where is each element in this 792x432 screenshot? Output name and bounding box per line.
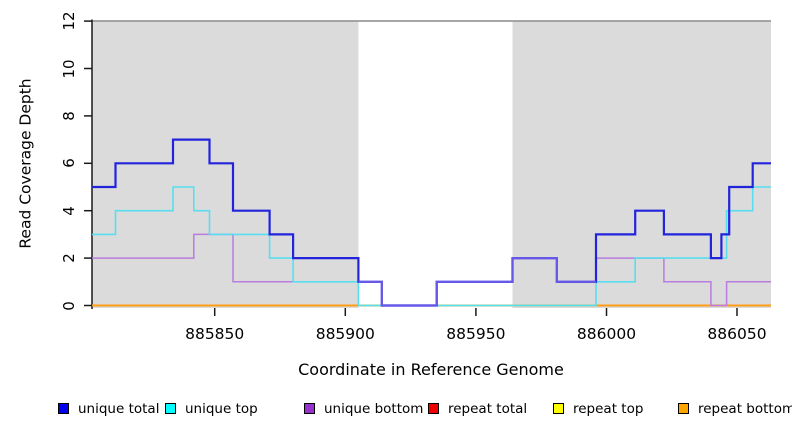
y-tick-label: 8 (60, 111, 78, 121)
x-tick-label: 885950 (446, 325, 506, 343)
y-tick-label: 10 (60, 58, 78, 79)
series-unique-total-equals-unique-bottom-appears-slate (358, 257, 596, 307)
legend-item-unique-total: unique total (58, 400, 159, 417)
legend-item-unique-bottom: unique bottom (304, 400, 423, 417)
x-tick-label: 886000 (576, 325, 637, 343)
y-tick-label: 12 (60, 11, 78, 31)
legend-item-repeat-top: repeat top (553, 400, 643, 417)
y-tick-label: 4 (60, 205, 78, 216)
legend-label: unique top (185, 400, 258, 417)
legend-swatch-icon (553, 403, 564, 414)
legend-label: unique bottom (324, 400, 424, 417)
y-tick-label: 6 (60, 158, 78, 169)
legend-swatch-icon (428, 403, 439, 414)
legend-swatch-icon (678, 403, 689, 414)
legend-swatch-icon (58, 403, 69, 414)
shaded-region (92, 21, 359, 308)
legend-item-unique-top: unique top (165, 400, 258, 417)
legend-swatch-icon (165, 403, 176, 414)
x-axis-title: Coordinate in Reference Genome (298, 360, 564, 379)
legend-item-repeat-total: repeat total (428, 400, 527, 417)
legend-swatch-icon (304, 403, 315, 414)
x-tick-label: 886050 (707, 325, 767, 343)
x-tick-label: 885850 (185, 325, 245, 343)
y-tick-label: 0 (60, 300, 78, 311)
y-axis-title: Read Coverage Depth (16, 78, 35, 249)
y-tick-label: 2 (60, 253, 78, 263)
x-tick-label: 885900 (315, 325, 375, 343)
legend-label: unique total (78, 400, 160, 417)
shaded-region (512, 21, 771, 308)
legend-item-repeat-bottom: repeat bottom (678, 400, 792, 417)
series-unique-top (92, 186, 771, 307)
legend-label: repeat total (448, 400, 528, 417)
legend-label: repeat bottom (698, 400, 792, 417)
legend-label: repeat top (573, 400, 644, 417)
